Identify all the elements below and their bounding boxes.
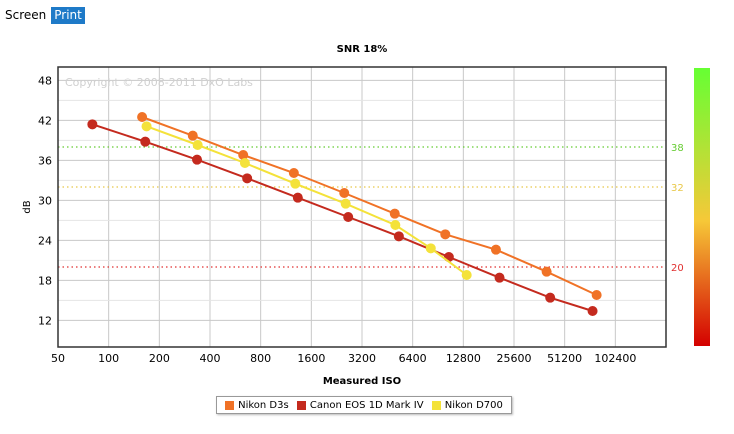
data-point bbox=[239, 158, 250, 168]
x-tick-label: 1600 bbox=[297, 352, 325, 365]
data-point bbox=[390, 220, 401, 230]
legend-label: Canon EOS 1D Mark IV bbox=[309, 399, 424, 411]
x-tick-label: 102400 bbox=[594, 352, 636, 365]
data-point bbox=[587, 306, 598, 316]
data-point bbox=[340, 198, 351, 209]
x-tick-label: 50 bbox=[51, 352, 65, 365]
x-tick-labels: 50 100 200 400 800 1600 3200 6400 12800 25600 5120… bbox=[51, 352, 636, 365]
data-point bbox=[288, 168, 299, 178]
legend: Nikon D3s Canon EOS 1D Mark IV Nikon D700 bbox=[216, 396, 512, 414]
reference-label-32: 32 bbox=[671, 183, 684, 194]
data-point bbox=[343, 212, 354, 222]
data-point bbox=[591, 290, 602, 300]
x-tick-label: 3200 bbox=[348, 352, 376, 365]
data-point bbox=[425, 243, 436, 254]
series-1 bbox=[87, 119, 598, 316]
plot-border bbox=[57, 66, 667, 348]
data-point bbox=[461, 270, 472, 280]
legend-item[interactable]: Nikon D700 bbox=[431, 399, 503, 411]
data-point bbox=[290, 178, 301, 189]
data-point bbox=[541, 266, 552, 277]
y-tick-label: 24 bbox=[38, 234, 52, 247]
data-point bbox=[187, 130, 198, 141]
data-point bbox=[87, 119, 98, 130]
y-tick-label: 18 bbox=[38, 274, 52, 287]
legend-item[interactable]: Canon EOS 1D Mark IV bbox=[296, 399, 424, 411]
x-tick-label: 6400 bbox=[399, 352, 427, 365]
data-point bbox=[192, 140, 203, 150]
y-tick-label: 12 bbox=[38, 314, 52, 327]
data-point bbox=[140, 136, 151, 147]
reference-label-20: 20 bbox=[671, 263, 684, 274]
tab-print[interactable]: Print bbox=[51, 7, 85, 24]
series-layer bbox=[87, 112, 602, 316]
reference-lines: 38 32 20 bbox=[58, 143, 684, 274]
data-point bbox=[242, 173, 253, 184]
series-2 bbox=[141, 121, 472, 280]
grid-lines bbox=[57, 67, 666, 347]
x-tick-label: 100 bbox=[98, 352, 119, 365]
y-tick-label: 48 bbox=[38, 74, 52, 87]
x-tick-label: 400 bbox=[200, 352, 221, 365]
data-point bbox=[393, 231, 404, 242]
x-tick-label: 200 bbox=[149, 352, 170, 365]
x-tick-label: 51200 bbox=[547, 352, 582, 365]
legend-label: Nikon D700 bbox=[444, 399, 503, 411]
legend-item[interactable]: Nikon D3s bbox=[225, 400, 289, 411]
view-tabs: Screen Print bbox=[2, 7, 85, 24]
y-axis-label: dB bbox=[22, 200, 33, 213]
chart-title: SNR 18% bbox=[337, 44, 388, 55]
tab-screen[interactable]: Screen bbox=[2, 7, 50, 24]
data-point bbox=[440, 229, 451, 240]
data-point bbox=[545, 292, 556, 303]
x-tick-label: 12800 bbox=[446, 352, 481, 365]
legend-swatch bbox=[431, 400, 441, 410]
y-tick-labels: 12 18 24 30 36 42 48 bbox=[38, 74, 52, 327]
series-line bbox=[141, 116, 598, 296]
x-tick-label: 25600 bbox=[497, 352, 532, 365]
legend-label: Nikon D3s bbox=[238, 399, 289, 411]
data-point bbox=[339, 188, 350, 198]
x-tick-label: 800 bbox=[250, 352, 271, 365]
data-point bbox=[192, 154, 203, 165]
series-0 bbox=[137, 112, 602, 300]
data-point bbox=[389, 208, 400, 219]
data-point bbox=[137, 112, 148, 122]
data-point bbox=[494, 272, 505, 283]
watermark: Copyright © 2008-2011 DxO Labs bbox=[65, 76, 253, 89]
x-axis-label: Measured ISO bbox=[323, 376, 401, 387]
y-tick-label: 36 bbox=[38, 154, 52, 167]
reference-label-38: 38 bbox=[671, 143, 684, 154]
data-point bbox=[141, 121, 152, 132]
data-point bbox=[490, 244, 501, 255]
data-point bbox=[238, 150, 249, 160]
legend-swatch bbox=[296, 400, 306, 410]
series-line bbox=[146, 125, 468, 276]
snr-colorbar bbox=[694, 68, 710, 346]
y-tick-label: 42 bbox=[38, 114, 52, 127]
data-point bbox=[292, 192, 303, 203]
y-tick-label: 30 bbox=[38, 194, 52, 207]
legend-swatch bbox=[225, 400, 235, 410]
